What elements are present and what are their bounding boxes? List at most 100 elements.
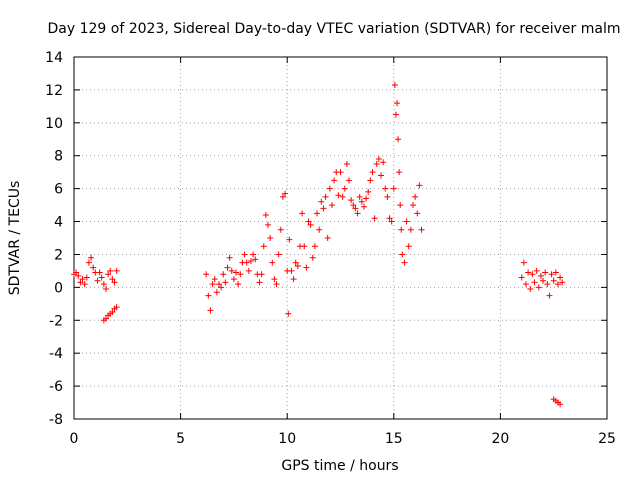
x-axis-label: GPS time / hours xyxy=(281,458,398,474)
data-point xyxy=(557,274,564,281)
x-tick-label: 15 xyxy=(385,431,403,447)
data-point xyxy=(205,292,212,299)
data-point xyxy=(107,267,114,274)
plot-frame xyxy=(73,56,608,420)
data-point xyxy=(418,226,425,233)
data-point xyxy=(365,188,372,195)
data-point xyxy=(102,286,109,293)
data-point xyxy=(314,210,321,217)
data-point xyxy=(367,177,374,184)
x-tick-label: 25 xyxy=(598,431,616,447)
data-point xyxy=(245,267,252,274)
data-point xyxy=(83,274,90,281)
data-point xyxy=(275,251,282,258)
data-point xyxy=(243,259,250,266)
data-point xyxy=(548,271,555,278)
data-point xyxy=(416,182,423,189)
data-point xyxy=(390,185,397,192)
data-point xyxy=(341,185,348,192)
data-point xyxy=(285,310,292,317)
data-point xyxy=(252,256,259,263)
data-point xyxy=(209,281,216,288)
data-point xyxy=(337,169,344,176)
data-point xyxy=(324,235,331,241)
y-tick-label: 2 xyxy=(54,247,63,263)
data-point xyxy=(105,271,112,278)
data-point xyxy=(90,264,97,271)
data-point xyxy=(277,226,284,233)
data-point xyxy=(307,221,314,228)
data-point xyxy=(409,202,416,209)
grid xyxy=(74,57,607,419)
data-point xyxy=(380,159,387,166)
data-point xyxy=(533,267,540,274)
data-point xyxy=(113,267,120,274)
data-point xyxy=(358,198,365,205)
data-point xyxy=(305,218,312,225)
data-point xyxy=(288,267,295,274)
chart-title: Day 129 of 2023, Sidereal Day-to-day VTE… xyxy=(48,21,621,37)
data-point xyxy=(348,197,355,204)
data-point xyxy=(540,277,547,284)
data-point xyxy=(79,276,86,283)
data-point xyxy=(98,274,105,281)
data-point xyxy=(397,202,404,209)
data-point xyxy=(405,243,412,250)
data-point xyxy=(392,111,399,118)
data-point xyxy=(96,269,103,276)
data-point xyxy=(233,269,240,276)
data-point xyxy=(109,309,116,316)
data-point xyxy=(378,172,385,179)
data-point xyxy=(273,281,280,288)
y-tick-label: 4 xyxy=(54,215,63,231)
data-point xyxy=(529,271,536,278)
data-point xyxy=(398,226,405,233)
data-series-sdtvar xyxy=(71,81,566,408)
data-point xyxy=(552,269,559,276)
data-point xyxy=(77,279,84,286)
data-point xyxy=(309,254,316,261)
data-point xyxy=(544,281,551,288)
data-point xyxy=(100,281,107,288)
data-point xyxy=(395,136,402,143)
data-point xyxy=(326,185,333,192)
data-point xyxy=(301,243,308,250)
data-point xyxy=(247,258,254,265)
data-point xyxy=(557,401,564,408)
data-point xyxy=(292,259,299,266)
data-point xyxy=(335,192,342,199)
data-point xyxy=(354,210,361,217)
data-point xyxy=(81,281,88,288)
data-point xyxy=(258,271,265,278)
axis-ticks: 0 5 10 15 20 25 -8 -6 -4 -2 0 2 4 6 8 10 12 14 xyxy=(45,50,616,447)
data-point xyxy=(535,284,542,291)
data-point xyxy=(211,276,218,283)
data-point xyxy=(384,193,391,200)
data-point xyxy=(391,81,398,88)
data-point xyxy=(235,281,242,288)
data-point xyxy=(542,269,549,276)
data-point xyxy=(356,193,363,200)
data-point xyxy=(360,203,367,210)
data-point xyxy=(230,276,237,283)
data-point xyxy=(396,169,403,176)
data-point xyxy=(371,215,378,222)
data-point xyxy=(282,190,289,197)
y-tick-label: -4 xyxy=(49,346,63,362)
data-point xyxy=(388,218,395,225)
data-point xyxy=(522,281,529,288)
data-point xyxy=(559,279,566,286)
data-point xyxy=(203,271,210,278)
data-point xyxy=(269,259,276,266)
data-point xyxy=(241,251,248,258)
data-point xyxy=(525,269,532,276)
data-point xyxy=(286,236,293,243)
data-point xyxy=(262,211,269,218)
data-point xyxy=(328,202,335,209)
data-point xyxy=(399,251,406,258)
data-point xyxy=(228,267,235,274)
data-point xyxy=(226,254,233,261)
data-point xyxy=(303,264,310,271)
data-point xyxy=(250,251,257,258)
